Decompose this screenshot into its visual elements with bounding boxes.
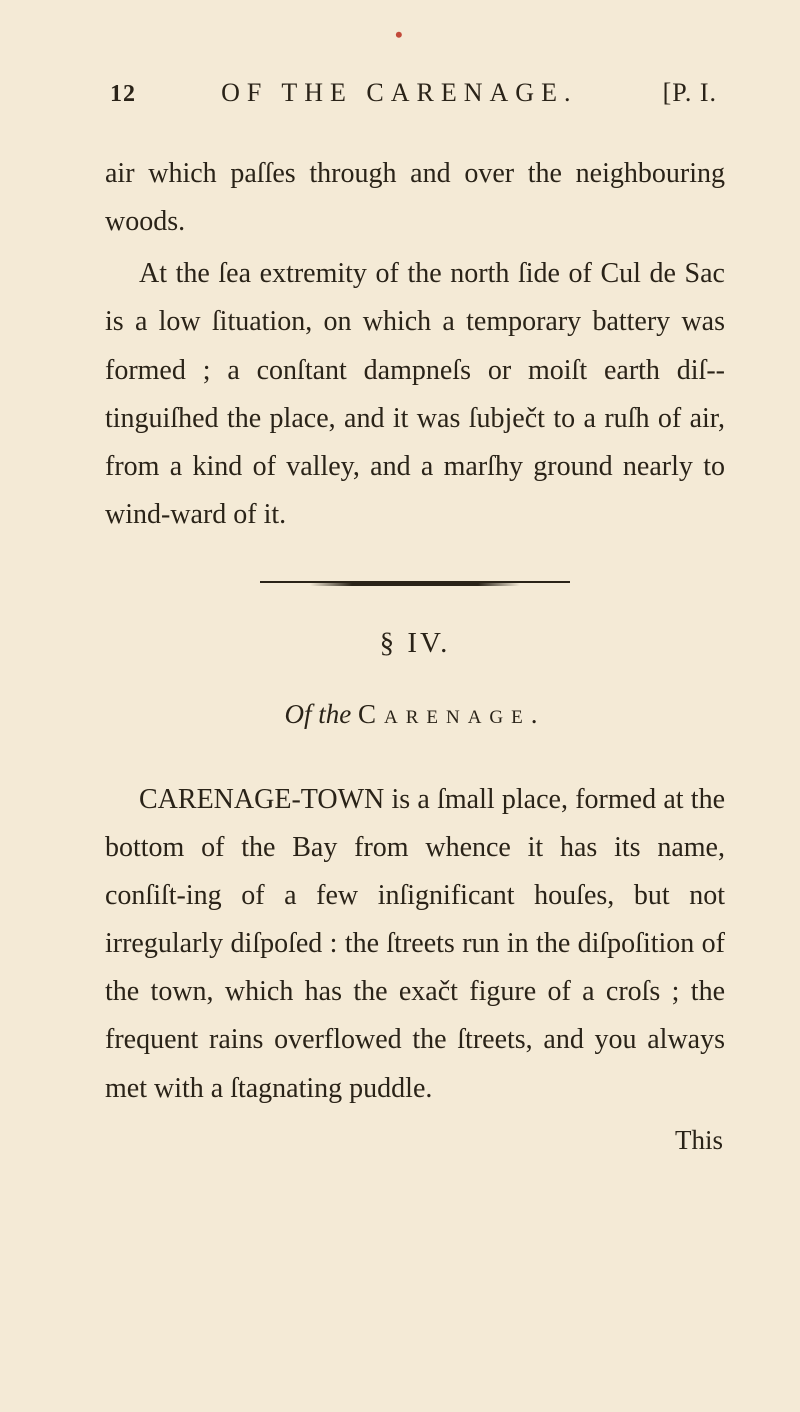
catchword: This — [105, 1117, 725, 1163]
page-number: 12 — [110, 81, 136, 108]
top-mark: • — [395, 22, 403, 48]
part-reference: [P. I. — [663, 78, 717, 108]
section-title-the: the — [318, 699, 351, 729]
paragraph-3: CARENAGE-TOWN is a ſmall place, formed a… — [105, 776, 725, 1113]
section-title-of: Of — [284, 699, 311, 729]
section-number: § IV. — [105, 619, 725, 669]
body-text: air which paſſes through and over the ne… — [105, 150, 725, 1163]
paragraph-2: At the ſea extremity of the north ſide o… — [105, 250, 725, 539]
section-divider — [260, 581, 570, 589]
page-container: 12 OF THE CARENAGE. [P. I. air which paſ… — [0, 0, 800, 1213]
paragraph-1: air which paſſes through and over the ne… — [105, 150, 725, 246]
section-title-name: Carenage. — [358, 699, 546, 729]
section-title: Of the Carenage. — [105, 691, 725, 737]
running-head: OF THE CARENAGE. — [221, 78, 577, 108]
page-header: 12 OF THE CARENAGE. [P. I. — [105, 78, 725, 108]
